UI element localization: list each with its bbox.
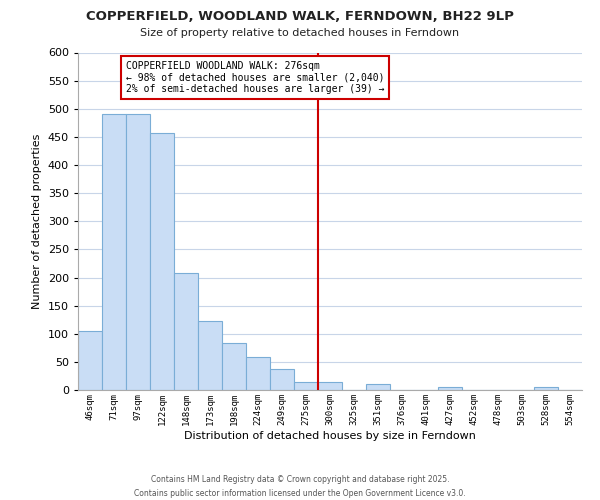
Bar xyxy=(222,344,246,390)
Text: Size of property relative to detached houses in Ferndown: Size of property relative to detached ho… xyxy=(140,28,460,38)
Bar xyxy=(102,114,126,390)
Bar xyxy=(126,114,150,390)
Text: COPPERFIELD, WOODLAND WALK, FERNDOWN, BH22 9LP: COPPERFIELD, WOODLAND WALK, FERNDOWN, BH… xyxy=(86,10,514,23)
Bar xyxy=(438,387,462,390)
Bar xyxy=(174,273,198,390)
Bar xyxy=(318,382,342,390)
Bar xyxy=(246,358,270,390)
Text: COPPERFIELD WOODLAND WALK: 276sqm
← 98% of detached houses are smaller (2,040)
2: COPPERFIELD WOODLAND WALK: 276sqm ← 98% … xyxy=(126,61,385,94)
Bar xyxy=(534,387,558,390)
Text: Contains HM Land Registry data © Crown copyright and database right 2025.
Contai: Contains HM Land Registry data © Crown c… xyxy=(134,476,466,498)
Y-axis label: Number of detached properties: Number of detached properties xyxy=(32,134,42,309)
Bar xyxy=(78,331,102,390)
Bar xyxy=(270,368,294,390)
X-axis label: Distribution of detached houses by size in Ferndown: Distribution of detached houses by size … xyxy=(184,430,476,440)
Bar xyxy=(366,384,390,390)
Bar xyxy=(294,382,318,390)
Bar xyxy=(150,133,174,390)
Bar xyxy=(198,321,222,390)
